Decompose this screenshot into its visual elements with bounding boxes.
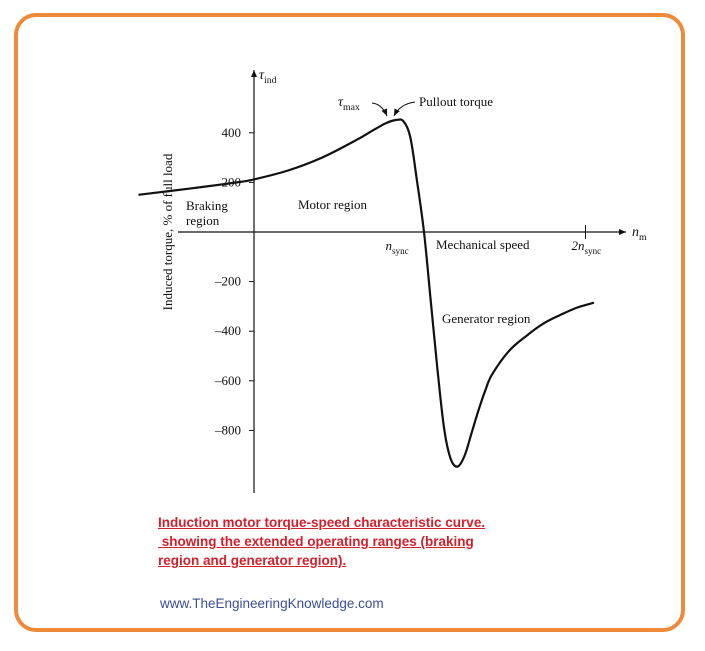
ticks: 400 200 –200 –400 –600 –800 nsync 2nsync [214, 125, 601, 438]
braking-region-label-line2: region [186, 213, 220, 228]
x-axis-symbol: nm [632, 225, 647, 243]
y-tick-label: 200 [222, 174, 242, 189]
generator-region-label: Generator region [442, 311, 531, 326]
pullout-torque-label: Pullout torque [419, 94, 493, 109]
y-tick-label: –800 [214, 422, 241, 437]
tau-max-arrow [371, 102, 388, 117]
motor-region-label: Motor region [298, 197, 367, 212]
braking-region-label-line1: Braking [186, 198, 228, 213]
x-axis-title: Mechanical speed [436, 237, 530, 252]
orange-frame [14, 13, 685, 632]
axes: τind nm Induced torque, % of full load Mech… [160, 68, 647, 493]
caption-line-2: showing the extended operating ranges (b… [158, 534, 474, 549]
y-tick-label: –200 [214, 274, 241, 289]
curve-layer [138, 118, 595, 468]
y-tick-label: –400 [214, 323, 241, 338]
caption-line-1: Induction motor torque-speed characteris… [158, 515, 486, 530]
x-tick-label: nsync [386, 238, 409, 256]
y-tick-label: –600 [214, 373, 241, 388]
tau-max-label: τmax [338, 95, 360, 113]
caption-line-3: region and generator region). [158, 553, 347, 568]
pullout-arrow [393, 101, 416, 117]
figure-caption: Induction motor torque-speed characteris… [158, 513, 578, 570]
website-link[interactable]: www.TheEngineeringKnowledge.com [160, 596, 384, 611]
y-axis-symbol: τind [259, 68, 277, 86]
torque-speed-curve [138, 118, 595, 468]
x-tick-label: 2nsync [572, 238, 602, 256]
y-axis-title: Induced torque, % of full load [160, 153, 175, 310]
y-tick-label: 400 [222, 125, 242, 140]
